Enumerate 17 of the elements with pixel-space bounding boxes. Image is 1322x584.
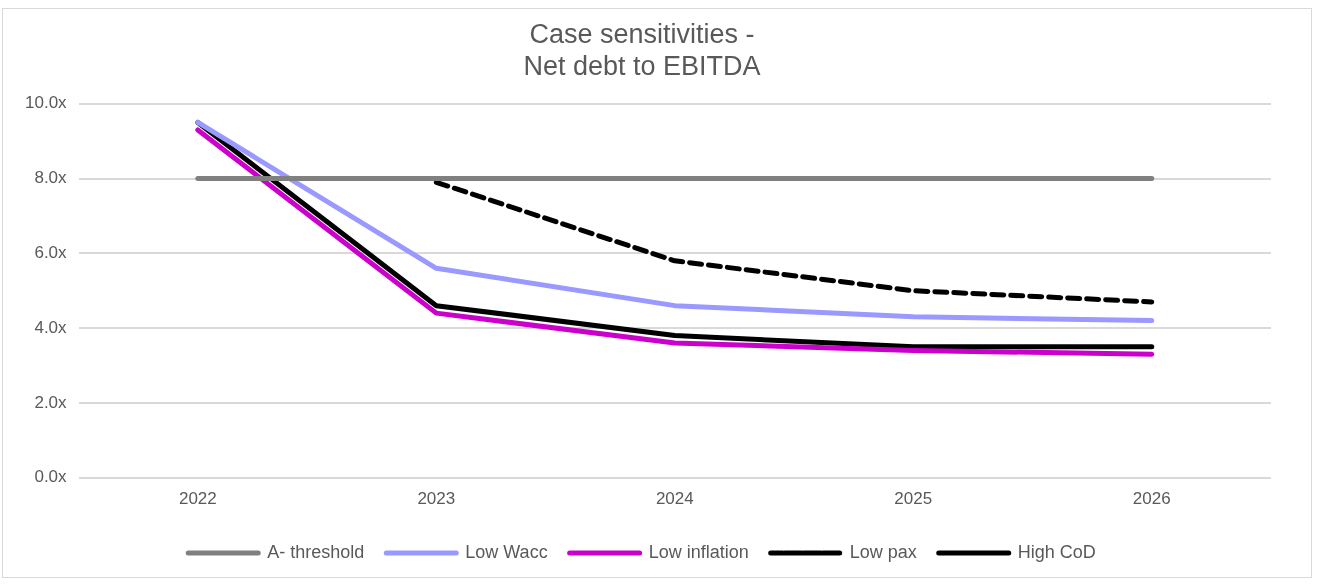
x-tick-label: 2023	[417, 489, 456, 509]
x-tick-label: 2026	[1132, 489, 1171, 509]
y-tick-label: 4.0x	[34, 317, 68, 337]
y-tick-label: 8.0x	[34, 168, 68, 188]
legend-label: Low inflation	[648, 541, 749, 562]
y-tick-label: 6.0x	[34, 243, 68, 263]
legend-label: High CoD	[1017, 541, 1096, 562]
chart-title: Case sensitivities - Net debt to EBITDA	[523, 18, 761, 82]
y-tick-label: 0.0x	[34, 467, 68, 487]
y-tick-label: 2.0x	[34, 392, 68, 412]
x-tick-label: 2025	[894, 489, 933, 509]
legend-label: Low Wacc	[465, 541, 548, 562]
y-tick-label: 10.0x	[24, 93, 68, 113]
x-tick-label: 2024	[655, 489, 694, 509]
legend-label: A- threshold	[267, 541, 365, 562]
legend-label: Low pax	[849, 541, 917, 562]
x-tick-label: 2022	[178, 489, 217, 509]
